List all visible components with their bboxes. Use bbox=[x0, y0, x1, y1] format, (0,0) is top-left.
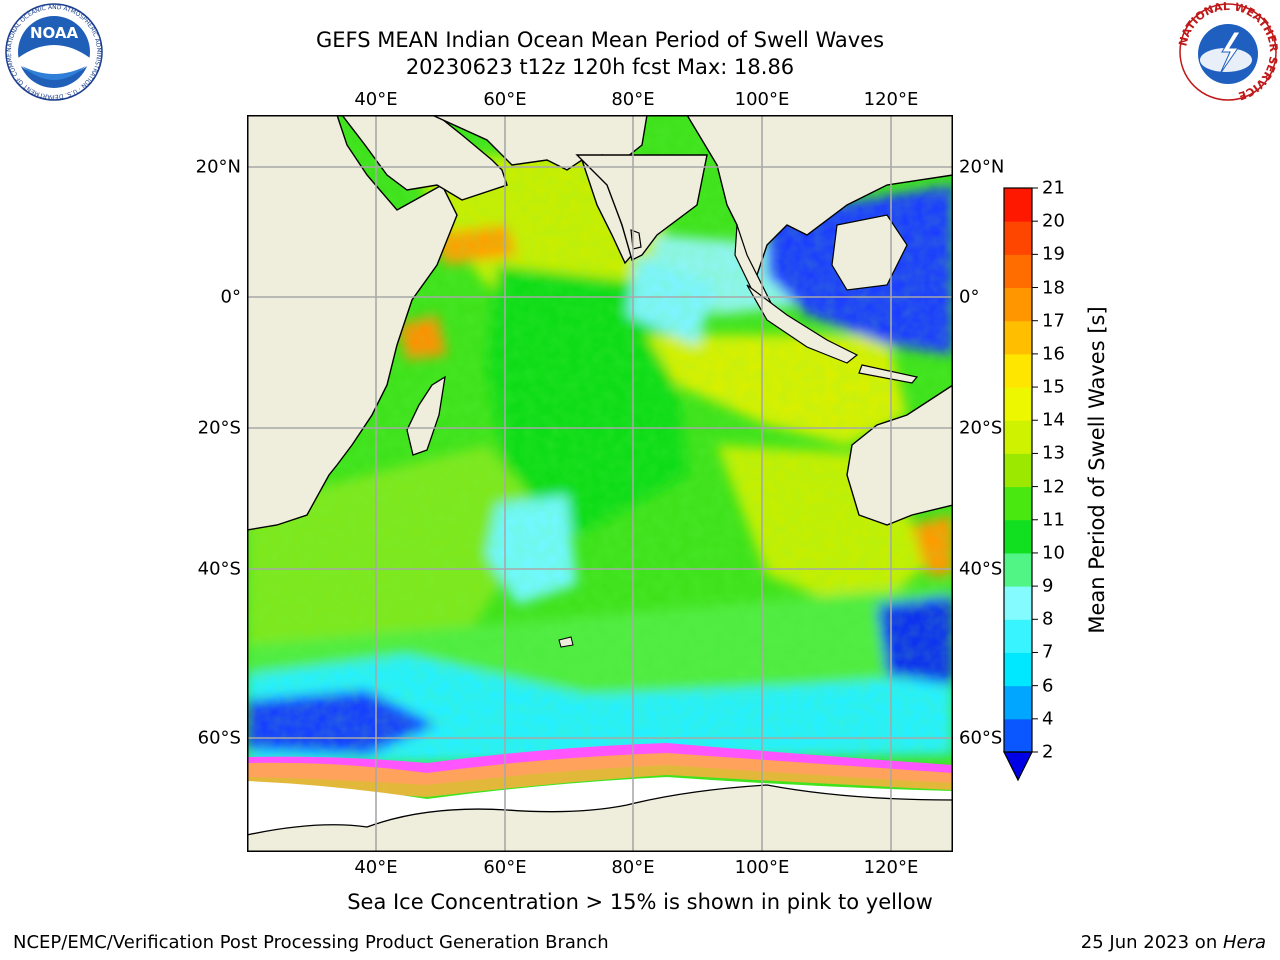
colorbar-tick-label: 21 bbox=[1042, 177, 1065, 199]
lat-tick-left: 20°S bbox=[197, 417, 241, 439]
colorbar-tick-label: 2 bbox=[1042, 741, 1054, 763]
colorbar-tick-label: 11 bbox=[1042, 509, 1065, 531]
swell-period-map bbox=[247, 115, 953, 852]
map-subtitle: 20230623 t12z 120h fcst Max: 18.86 bbox=[405, 55, 795, 79]
lon-tick-bottom: 80°E bbox=[611, 857, 655, 878]
colorbar-cell bbox=[1004, 519, 1032, 554]
land-java bbox=[858, 364, 919, 384]
colorbar-tick-label: 14 bbox=[1042, 409, 1065, 431]
colorbar-tick-label: 13 bbox=[1042, 442, 1065, 464]
colorbar-tick-label: 9 bbox=[1042, 575, 1054, 597]
footer-right: 25 Jun 2023 on Hera bbox=[1081, 932, 1266, 953]
colorbar-cell bbox=[1004, 320, 1032, 355]
lon-tick-top: 100°E bbox=[734, 89, 790, 110]
footer-date: 25 Jun 2023 on bbox=[1080, 932, 1223, 953]
land-kerguelen bbox=[558, 636, 574, 648]
land-africa bbox=[247, 115, 458, 531]
colorbar-label: Mean Period of Swell Waves [s] bbox=[1085, 306, 1109, 634]
lon-tick-bottom: 40°E bbox=[354, 857, 398, 878]
lon-tick-top: 120°E bbox=[863, 89, 919, 110]
colorbar-cell bbox=[1004, 586, 1032, 620]
colorbar-tick-label: 19 bbox=[1042, 243, 1065, 265]
colorbar-tick-label: 6 bbox=[1042, 675, 1054, 697]
sea-ice-orange-band bbox=[247, 753, 953, 797]
lat-tick-right: 60°S bbox=[959, 727, 1003, 749]
lat-tick-right: 40°S bbox=[959, 558, 1003, 580]
colorbar-tick-label: 4 bbox=[1042, 708, 1054, 730]
colorbar-cell bbox=[1004, 552, 1032, 587]
land-madagascar bbox=[406, 375, 446, 456]
colorbar-cell bbox=[1004, 254, 1032, 289]
footer-left: NCEP/EMC/Verification Post Processing Pr… bbox=[13, 932, 609, 953]
lon-tick-top: 40°E bbox=[354, 89, 398, 110]
colorbar-tick-label: 17 bbox=[1042, 310, 1065, 332]
colorbar-cell bbox=[1004, 652, 1032, 687]
lat-tick-right: 20°N bbox=[959, 156, 1005, 178]
colorbar-tick-label: 10 bbox=[1042, 542, 1065, 564]
colorbar-cell bbox=[1004, 387, 1032, 421]
colorbar-cell bbox=[1004, 619, 1032, 653]
land-arabia bbox=[341, 115, 508, 201]
lon-tick-top: 60°E bbox=[483, 89, 527, 110]
colorbar-cell bbox=[1004, 486, 1032, 521]
lat-tick-left: 0° bbox=[220, 286, 241, 308]
colorbar-tick-label: 8 bbox=[1042, 608, 1054, 630]
lat-tick-left: 60°S bbox=[197, 727, 241, 749]
colorbar-cell bbox=[1004, 685, 1032, 720]
land-se-asia bbox=[686, 115, 953, 277]
colorbar-tick-label: 18 bbox=[1042, 277, 1065, 299]
colorbar bbox=[1003, 187, 1038, 782]
lat-tick-left: 20°N bbox=[195, 156, 241, 178]
colorbar-cell bbox=[1004, 221, 1032, 255]
lon-tick-bottom: 120°E bbox=[863, 857, 919, 878]
colorbar-tick-label: 16 bbox=[1042, 343, 1065, 365]
colorbar-cell bbox=[1004, 188, 1032, 222]
noaa-logo: NOAA NATIONAL OCEANIC AND ATMOSPHERIC AD… bbox=[4, 2, 103, 101]
colorbar-cell bbox=[1004, 718, 1032, 753]
colorbar-cell bbox=[1004, 287, 1032, 322]
colorbar-cell bbox=[1004, 420, 1032, 454]
lon-tick-bottom: 60°E bbox=[483, 857, 527, 878]
lat-tick-right: 20°S bbox=[959, 417, 1003, 439]
colorbar-tick-label: 12 bbox=[1042, 476, 1065, 498]
lat-tick-left: 40°S bbox=[197, 558, 241, 580]
land-borneo bbox=[831, 214, 908, 291]
lat-tick-right: 0° bbox=[959, 286, 980, 308]
lon-tick-bottom: 100°E bbox=[734, 857, 790, 878]
colorbar-frame bbox=[1003, 187, 1033, 753]
footer-host: Hera bbox=[1222, 932, 1266, 953]
land-india-main bbox=[575, 154, 708, 262]
lon-tick-top: 80°E bbox=[611, 89, 655, 110]
land-australia bbox=[846, 384, 953, 526]
graticule bbox=[247, 115, 953, 852]
land-sumatra bbox=[746, 284, 859, 364]
map-title: GEFS MEAN Indian Ocean Mean Period of Sw… bbox=[315, 28, 885, 52]
land-antarctica bbox=[247, 784, 953, 852]
nws-logo: NATIONAL WEATHER SERVICE bbox=[1178, 2, 1278, 102]
colorbar-cell bbox=[1004, 453, 1032, 488]
colorbar-tick-label: 20 bbox=[1042, 210, 1065, 232]
svg-text:NOAA: NOAA bbox=[30, 24, 79, 42]
colorbar-tick-label: 15 bbox=[1042, 376, 1065, 398]
colorbar-cell bbox=[1004, 353, 1032, 388]
colorbar-tick-label: 7 bbox=[1042, 641, 1054, 663]
sea-ice-note: Sea Ice Concentration > 15% is shown in … bbox=[347, 890, 933, 914]
colorbar-extend-triangle bbox=[1003, 751, 1033, 782]
